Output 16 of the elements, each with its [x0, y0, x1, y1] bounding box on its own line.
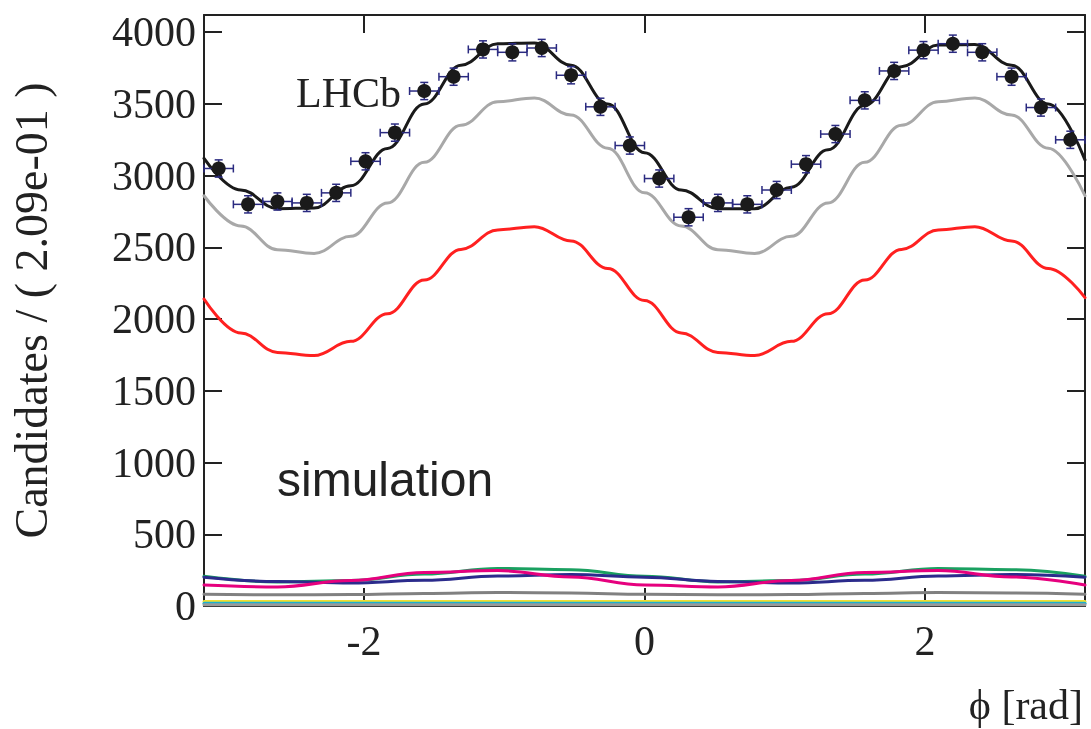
annotation: simulation: [277, 452, 494, 506]
y-tick-label: 3500: [112, 80, 196, 127]
y-tick-label: 0: [175, 583, 196, 629]
y-tick-label: 2000: [112, 296, 196, 343]
y-tick-label: 1000: [112, 439, 196, 486]
annotation: LHCb: [296, 70, 401, 116]
y-tick-label: 3000: [112, 152, 196, 199]
x-tick-label: 0: [634, 618, 655, 664]
y-tick-label: 1500: [112, 367, 196, 414]
y-tick-label: 2500: [112, 224, 196, 271]
x-tick-label: -2: [346, 618, 382, 664]
y-axis-title: Candidates / ( 2.09e-01 ): [5, 82, 57, 539]
x-axis-title: ϕ [rad]: [968, 682, 1083, 728]
y-tick-label: 4000: [112, 9, 196, 56]
y-tick-label: 500: [133, 511, 196, 558]
x-tick-label: 2: [914, 618, 936, 664]
